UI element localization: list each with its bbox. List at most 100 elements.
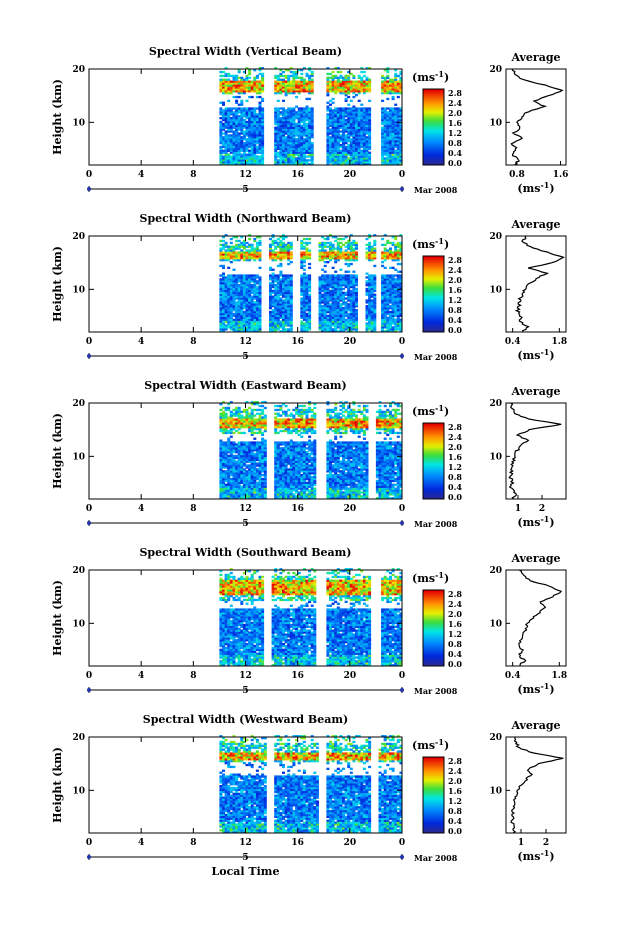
heatmap-cell — [258, 322, 262, 325]
heatmap-cell — [365, 237, 369, 241]
colorbar-step — [423, 265, 444, 268]
heatmap-cell — [258, 88, 262, 91]
heatmap-cell — [274, 142, 278, 145]
heatmap-cell — [282, 124, 285, 127]
heatmap-cell — [383, 282, 387, 285]
heatmap-cell — [292, 78, 296, 81]
heatmap-cell — [360, 155, 364, 158]
heatmap-cell — [224, 452, 228, 456]
heatmap-cell — [292, 138, 296, 141]
heatmap-cell — [295, 72, 299, 76]
heatmap-cell — [237, 278, 241, 281]
heatmap-cell — [381, 274, 385, 277]
heatmap-cell — [235, 255, 239, 258]
heatmap-cell — [229, 305, 233, 308]
heatmap-cell — [381, 147, 385, 150]
heatmap-cell — [391, 132, 395, 135]
heatmap-cell — [284, 274, 288, 277]
heatmap-cell — [342, 126, 345, 129]
heatmap-cell — [219, 255, 223, 258]
heatmap-cell — [355, 124, 358, 127]
heatmap-cell — [227, 115, 231, 118]
heatmap-cell — [305, 124, 309, 127]
heatmap-cell — [368, 309, 372, 312]
heatmap-cell — [287, 284, 291, 287]
heatmap-cell — [255, 134, 259, 137]
heatmap-cell — [229, 128, 233, 131]
heatmap-cell — [229, 466, 233, 469]
heatmap-cell — [240, 113, 244, 116]
heatmap-cell — [399, 295, 403, 298]
heatmap-cell — [235, 86, 239, 89]
heatmap-cell — [383, 76, 387, 79]
heatmap-cell — [373, 316, 377, 319]
heatmap-cell — [222, 414, 225, 417]
heatmap-cell — [261, 130, 265, 133]
heatmap-cell — [237, 145, 241, 149]
heatmap-cell — [329, 299, 332, 302]
heatmap-cell — [344, 326, 348, 329]
x-tick-label: 4 — [138, 170, 144, 180]
heatmap-cell — [396, 140, 400, 143]
heatmap-cell — [219, 495, 223, 498]
heatmap-cell — [284, 86, 288, 89]
heatmap-cell — [227, 259, 231, 262]
heatmap-cell — [318, 280, 322, 283]
heatmap-cell — [302, 107, 306, 110]
heatmap-cell — [326, 159, 330, 162]
heatmap-cell — [391, 305, 395, 308]
heatmap-cell — [347, 134, 351, 137]
heatmap-cell — [344, 301, 348, 304]
heatmap-cell — [255, 136, 259, 139]
heatmap-cell — [300, 88, 304, 91]
heatmap-cell — [326, 253, 330, 256]
heatmap-cell — [383, 249, 387, 252]
colorbar-frame — [422, 255, 445, 333]
heatmap-cell — [329, 130, 332, 133]
heatmap-cell — [222, 280, 225, 283]
heatmap-cell — [282, 282, 285, 285]
heatmap-cell — [368, 82, 372, 85]
heatmap-cell — [258, 118, 262, 122]
heatmap-cell — [222, 460, 225, 463]
heatmap-cell — [352, 142, 356, 145]
heatmap-cell — [300, 299, 304, 302]
heatmap-cell — [347, 330, 351, 333]
heatmap-cell — [349, 278, 353, 281]
heatmap-cell — [302, 291, 306, 294]
heatmap-cell — [365, 253, 369, 256]
heatmap-cell — [279, 239, 283, 243]
heatmap-cell — [362, 132, 366, 135]
heatmap-cell — [253, 118, 257, 122]
heatmap-cell — [300, 247, 304, 250]
heatmap-cell — [329, 293, 332, 296]
heatmap-cell — [250, 285, 254, 289]
heatmap-cell — [253, 320, 257, 323]
heatmap-cell — [383, 107, 387, 110]
heatmap-cell — [295, 95, 299, 99]
heatmap-cell — [237, 142, 241, 145]
heatmap-cell — [352, 328, 356, 331]
heatmap-cell — [360, 118, 364, 122]
heatmap-cell — [355, 138, 358, 141]
heatmap-cell — [219, 481, 223, 484]
colorbar-step — [423, 102, 444, 105]
heatmap-cell — [383, 82, 387, 85]
heatmap-cell — [339, 285, 343, 289]
heatmap-cell — [355, 142, 358, 145]
heatmap-cell — [229, 464, 233, 467]
heatmap-cell — [391, 312, 395, 316]
heatmap-cell — [284, 280, 288, 283]
heatmap-cell — [274, 151, 278, 154]
x-tick-label: 0 — [86, 170, 92, 180]
heatmap-cell — [289, 282, 293, 285]
heatmap-cell — [386, 92, 390, 95]
heatmap-cell — [284, 118, 288, 122]
heatmap-cell — [242, 86, 246, 89]
heatmap-cell — [219, 111, 223, 114]
heatmap-cell — [297, 149, 301, 152]
heatmap-cell — [237, 274, 241, 277]
heatmap-cell — [229, 449, 233, 452]
heatmap-cell — [227, 84, 231, 87]
heatmap-cell — [219, 101, 223, 104]
